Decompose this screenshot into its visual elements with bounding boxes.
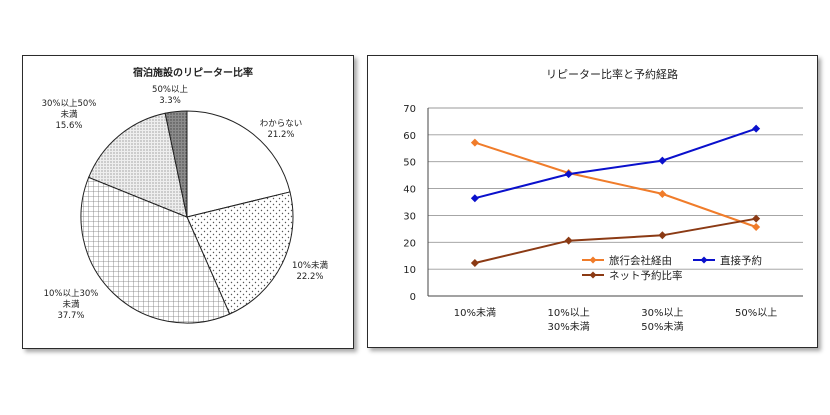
line-chart: リピーター比率と予約経路 0 10 20 30 40 50 60 70 10%未満 10%以上 3… bbox=[403, 67, 803, 333]
pie-slice bbox=[164, 110, 188, 218]
x-tick-label: 10%未満 bbox=[454, 307, 496, 319]
pie-slice bbox=[186, 110, 291, 218]
legend-marker bbox=[589, 271, 597, 279]
pie-slice bbox=[80, 176, 231, 324]
data-point bbox=[752, 124, 761, 133]
y-tick-label: 50 bbox=[403, 158, 416, 169]
legend-label: 旅行会社経由 bbox=[609, 254, 672, 267]
pie-slice-label: 50%以上 3.3% bbox=[152, 85, 188, 106]
pie-slice-label: 10%未満 22.2% bbox=[292, 260, 328, 282]
legend-marker bbox=[589, 256, 597, 264]
data-point bbox=[658, 189, 667, 198]
pie-chart-title: 宿泊施設のリピーター比率 bbox=[133, 66, 253, 79]
legend-label: ネット予約比率 bbox=[609, 269, 683, 282]
legend-marker bbox=[700, 256, 708, 264]
data-point bbox=[564, 236, 573, 245]
data-point bbox=[470, 138, 479, 147]
y-tick-label: 10 bbox=[403, 265, 416, 276]
data-point bbox=[658, 156, 667, 165]
pie-slice-label: 10%以上30%未満 37.7% bbox=[44, 289, 99, 321]
line-chart-panel: リピーター比率と予約経路 0 10 20 30 40 50 60 70 10%未満 10%以上 3… bbox=[367, 55, 818, 348]
pie-slice-label: 30%以上50%未満 15.6% bbox=[42, 99, 97, 131]
y-tick-label: 70 bbox=[403, 104, 416, 115]
y-tick-label: 20 bbox=[403, 238, 416, 249]
line-chart-title: リピーター比率と予約経路 bbox=[546, 67, 678, 81]
legend-label: 直接予約 bbox=[720, 254, 762, 267]
pie-slice bbox=[88, 112, 188, 218]
x-tick-label: 10%以上 30%未満 bbox=[548, 307, 590, 333]
series-line bbox=[474, 141, 757, 228]
data-point bbox=[564, 170, 573, 179]
y-tick-label: 0 bbox=[410, 292, 416, 303]
data-point bbox=[470, 258, 479, 267]
y-tick-label: 40 bbox=[403, 185, 416, 196]
data-point bbox=[658, 231, 667, 240]
data-point bbox=[752, 222, 761, 231]
pie-chart-panel: 宿泊施設のリピーター比率 わからない 21.2% 10%未満 22.2% 10%以上30… bbox=[22, 55, 354, 349]
data-point bbox=[752, 214, 761, 223]
series-line bbox=[474, 127, 757, 200]
pie-slice-label: わからない 21.2% bbox=[260, 119, 303, 140]
x-tick-label: 30%以上 50%未満 bbox=[641, 307, 683, 333]
pie-chart: 宿泊施設のリピーター比率 わからない 21.2% 10%未満 22.2% 10%以上30… bbox=[42, 66, 328, 324]
pie-slice bbox=[186, 191, 294, 315]
y-tick-label: 60 bbox=[403, 131, 416, 142]
series-line bbox=[474, 217, 757, 264]
data-point bbox=[470, 194, 479, 203]
x-tick-label: 50%以上 bbox=[735, 307, 777, 319]
y-tick-label: 30 bbox=[403, 211, 416, 222]
